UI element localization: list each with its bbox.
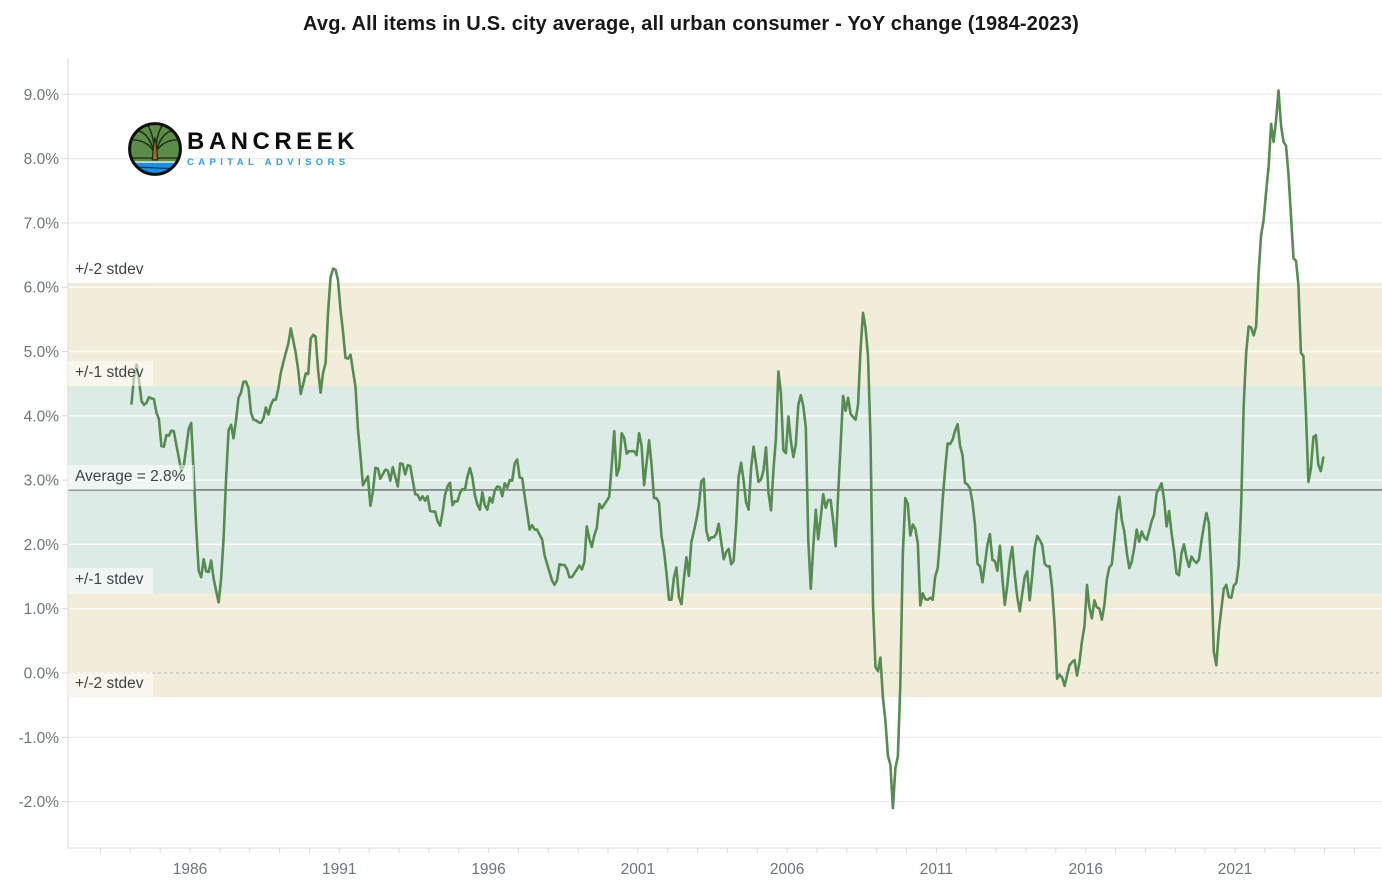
logo-wordmark: BANCREEK: [187, 128, 360, 156]
y-axis-label: 8.0%: [24, 151, 60, 168]
bancreek-logo-icon: [128, 122, 182, 176]
y-axis-label: 6.0%: [24, 280, 60, 297]
bancreek-logo: BANCREEK CAPITAL ADVISORS: [126, 120, 359, 178]
y-axis-label: -2.0%: [19, 794, 60, 811]
stdev-label: +/-1 stdev: [68, 568, 153, 594]
logo-subtitle: CAPITAL ADVISORS: [187, 157, 350, 169]
x-axis-label: 1986: [173, 861, 207, 878]
stdev-label: +/-1 stdev: [68, 361, 153, 387]
y-axis-label: -1.0%: [19, 730, 60, 747]
stdev-label: +/-2 stdev: [68, 257, 153, 283]
data-line: [130, 89, 1325, 810]
logo-text: BANCREEK CAPITAL ADVISORS: [187, 130, 359, 168]
stdev-label: +/-2 stdev: [68, 672, 153, 698]
x-axis-label: 1991: [322, 861, 356, 878]
chart-title: Avg. All items in U.S. city average, all…: [303, 13, 1079, 35]
y-axis-label: 3.0%: [24, 473, 60, 490]
y-axis-label: 4.0%: [24, 408, 60, 425]
y-axis-label: 1.0%: [24, 601, 60, 618]
y-axis-label: 5.0%: [24, 344, 60, 361]
y-axis-label: 0.0%: [24, 666, 60, 683]
x-axis-label: 2021: [1218, 861, 1252, 878]
x-axis-label: 2016: [1068, 861, 1102, 878]
average-label: Average = 2.8%: [68, 464, 195, 490]
x-axis-label: 1996: [471, 861, 505, 878]
x-axis-label: 2011: [920, 861, 953, 878]
x-axis-label: 2006: [770, 861, 804, 878]
x-axis-label: 2001: [621, 861, 655, 878]
y-axis-label: 2.0%: [24, 537, 60, 554]
y-axis-label: 7.0%: [24, 215, 60, 232]
y-axis-label: 9.0%: [24, 87, 60, 104]
